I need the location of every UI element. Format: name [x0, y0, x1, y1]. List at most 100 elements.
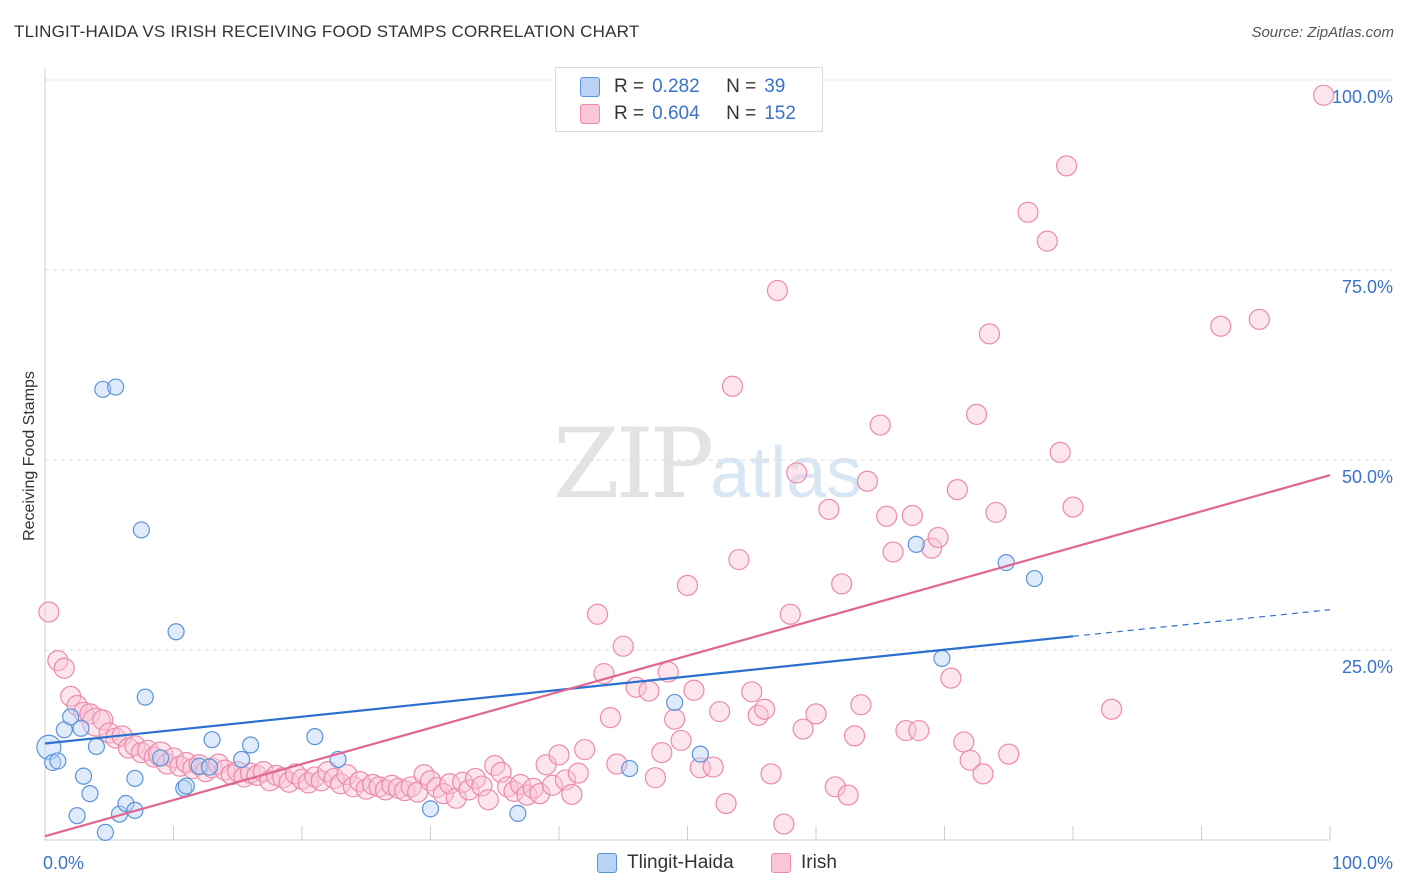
- data-point: [786, 462, 808, 484]
- data-point: [691, 745, 709, 763]
- data-point: [242, 736, 260, 754]
- data-point: [458, 779, 480, 801]
- data-point: [1036, 230, 1058, 252]
- data-point: [946, 479, 968, 501]
- data-point: [1055, 155, 1078, 177]
- data-point: [297, 772, 320, 794]
- data-point: [117, 794, 135, 813]
- data-point: [766, 279, 789, 302]
- data-point: [445, 787, 467, 809]
- data-point: [548, 744, 570, 766]
- data-point: [651, 741, 673, 764]
- data-point: [92, 709, 114, 731]
- data-point: [1025, 569, 1044, 588]
- n-label: N =: [726, 103, 757, 124]
- data-point: [509, 773, 532, 796]
- axes: [44, 68, 1331, 841]
- data-point: [638, 680, 660, 702]
- data-point: [753, 698, 776, 720]
- data-point: [74, 767, 93, 785]
- data-point: [177, 777, 195, 795]
- data-point: [824, 776, 846, 798]
- data-point: [837, 784, 859, 806]
- tick-labels: 25.0% 50.0% 75.0% 100.0% 0.0% 100.0%: [43, 87, 1393, 873]
- data-point: [200, 758, 219, 776]
- data-point: [599, 707, 622, 729]
- legend-row-irish: R = 0.604 N = 152: [580, 102, 796, 126]
- data-point: [167, 623, 185, 641]
- data-point: [805, 703, 827, 725]
- data-point: [779, 603, 801, 625]
- data-point: [709, 700, 731, 723]
- data-point: [132, 521, 150, 539]
- data-point: [927, 526, 949, 549]
- data-point: [477, 789, 499, 811]
- data-point: [124, 735, 146, 757]
- data-point: [921, 537, 943, 559]
- data-point: [49, 752, 67, 770]
- data-point: [426, 776, 448, 799]
- data-point: [1312, 84, 1335, 106]
- r-value: 0.282: [652, 76, 700, 97]
- data-point: [940, 667, 962, 689]
- data-point: [933, 649, 951, 667]
- data-point: [972, 763, 994, 785]
- legend-label: Irish: [801, 852, 837, 873]
- data-point: [96, 823, 114, 842]
- data-point: [850, 694, 872, 716]
- data-point: [621, 759, 639, 778]
- data-point: [509, 804, 527, 823]
- data-point: [741, 681, 763, 703]
- n-label: N =: [726, 76, 757, 97]
- tlingit-haida-trend-extension: [1072, 609, 1331, 637]
- data-point: [561, 783, 583, 806]
- legend-item-irish[interactable]: Irish: [771, 852, 837, 874]
- r-value: 0.604: [652, 103, 700, 124]
- data-point: [169, 755, 191, 777]
- data-point: [62, 708, 80, 726]
- tlingit-haida-swatch: [597, 853, 617, 873]
- data-point: [895, 719, 917, 742]
- data-point: [901, 504, 923, 527]
- r-label: R =: [614, 103, 645, 124]
- data-point: [869, 414, 891, 436]
- irish-trend-line: [44, 474, 1331, 838]
- data-point: [876, 505, 898, 527]
- data-point: [953, 731, 975, 753]
- data-point: [998, 743, 1020, 765]
- tlingit-haida-points: [36, 378, 1044, 842]
- data-point: [53, 657, 75, 679]
- grid-lines: [45, 79, 1395, 651]
- n-value: 152: [764, 103, 796, 124]
- legend-label: Tlingit-Haida: [627, 852, 734, 873]
- data-point: [760, 763, 782, 785]
- data-point: [304, 766, 326, 788]
- data-point: [959, 749, 981, 771]
- data-point: [336, 764, 358, 786]
- x-tick-label: 0.0%: [43, 853, 84, 873]
- data-point: [574, 738, 596, 761]
- data-point: [291, 768, 313, 790]
- x-tick-label: 100.0%: [1332, 853, 1393, 873]
- data-point: [94, 380, 112, 398]
- data-point: [856, 470, 879, 492]
- irish-swatch: [771, 853, 791, 873]
- data-point: [87, 737, 106, 756]
- data-point: [664, 708, 686, 730]
- r-label: R =: [614, 76, 645, 97]
- data-point: [1210, 315, 1232, 337]
- zipatlas-watermark: ZIPatlas: [553, 408, 862, 520]
- legend-row-tlingit-haida: R = 0.282 N = 39: [580, 75, 785, 99]
- data-point: [126, 769, 144, 788]
- data-point: [81, 785, 99, 803]
- data-point: [586, 603, 609, 625]
- series-legend: Tlingit-Haida Irish: [0, 852, 1406, 876]
- y-tick-label: 100.0%: [1332, 87, 1393, 107]
- data-point: [1100, 698, 1123, 720]
- data-point: [68, 807, 86, 825]
- legend-item-tlingit-haida[interactable]: Tlingit-Haida: [597, 852, 734, 874]
- data-point: [670, 729, 692, 752]
- data-point: [233, 750, 251, 769]
- y-tick-label: 50.0%: [1342, 467, 1393, 487]
- data-point: [612, 635, 634, 657]
